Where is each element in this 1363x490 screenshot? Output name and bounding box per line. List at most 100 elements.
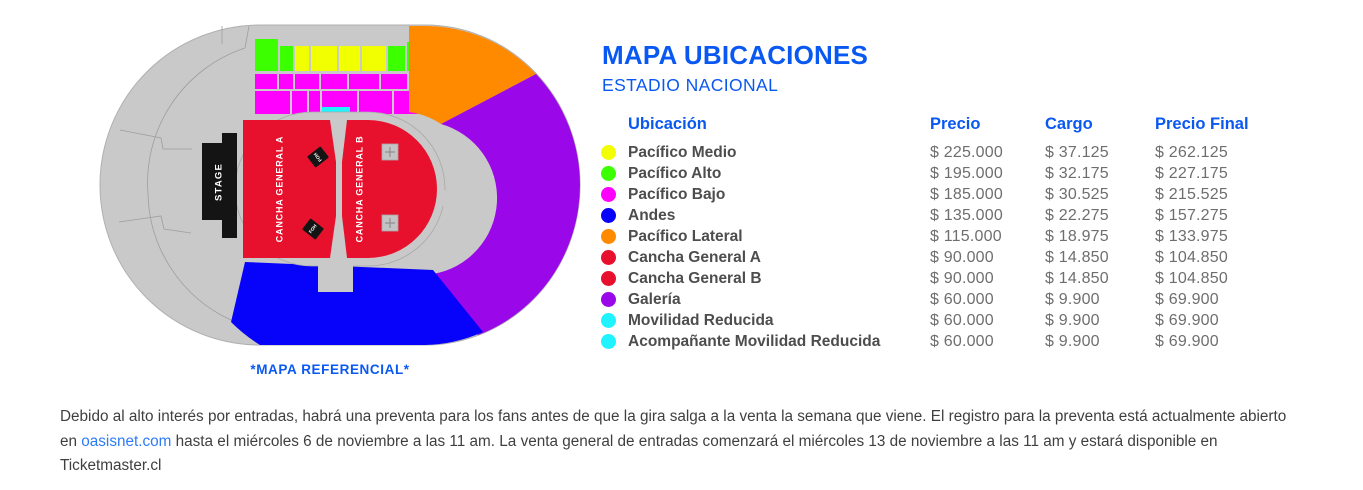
row-location: Pacífico Medio: [600, 144, 930, 162]
row-cargo: $ 22.275: [1045, 206, 1109, 224]
row-location: Acompañante Movilidad Reducida: [600, 333, 930, 351]
table-row: Cancha General A $ 90.000 $ 14.850 $ 104.85…: [600, 247, 1290, 268]
table-row: Movilidad Reducida $ 60.000 $ 9.900 $ 69.90…: [600, 310, 1290, 331]
map-foh-2: FOH: [302, 218, 324, 240]
table-row: Andes $ 135.000 $ 22.275 $ 157.275: [600, 205, 1290, 226]
row-precio-final: $ 157.275: [1155, 206, 1228, 224]
table-row: Pacífico Bajo $ 185.000 $ 30.525 $ 215.525: [600, 184, 1290, 205]
legend-color-dot: [601, 334, 616, 349]
legend-color-dot: [601, 292, 616, 307]
map-section-pacifico-alto-medio: [255, 39, 412, 71]
legend-color-dot: [601, 313, 616, 328]
row-cargo: $ 14.850: [1045, 269, 1109, 287]
row-label: Acompañante Movilidad Reducida: [628, 332, 881, 350]
table-row: Cancha General B $ 90.000 $ 14.850 $ 104.85…: [600, 268, 1290, 289]
row-label: Andes: [628, 206, 676, 224]
row-precio-final: $ 69.900: [1155, 332, 1219, 350]
row-precio: $ 90.000: [930, 269, 994, 287]
row-precio-final: $ 262.125: [1155, 143, 1228, 161]
header-precio: Precio: [930, 114, 981, 133]
map-section-pacifico-bajo: [255, 74, 432, 114]
header-ubicacion: Ubicación: [628, 114, 707, 133]
table-row: Galería $ 60.000 $ 9.900 $ 69.900: [600, 289, 1290, 310]
row-precio-final: $ 69.900: [1155, 290, 1219, 308]
table-row: Pacífico Lateral $ 115.000 $ 18.975 $ 133.9…: [600, 226, 1290, 247]
map-section-pacifico-lateral: [409, 25, 536, 124]
table-row: Pacífico Medio $ 225.000 $ 37.125 $ 262.125: [600, 142, 1290, 163]
row-precio: $ 195.000: [930, 164, 1003, 182]
row-label: Cancha General A: [628, 248, 761, 266]
price-table: Ubicación Precio Cargo Precio Final Pací…: [600, 114, 1290, 352]
oasisnet-link[interactable]: oasisnet.com: [81, 432, 172, 450]
row-cargo: $ 14.850: [1045, 248, 1109, 266]
row-cargo: $ 18.975: [1045, 227, 1109, 245]
map-right-notch: [441, 190, 459, 212]
row-precio-final: $ 104.850: [1155, 269, 1228, 287]
row-location: Pacífico Lateral: [600, 228, 930, 246]
foh-label: FOH: [308, 223, 318, 234]
legend-color-dot: [601, 166, 616, 181]
map-section-andes: [231, 262, 483, 345]
row-cargo: $ 9.900: [1045, 332, 1100, 350]
header-precio-final: Precio Final: [1155, 114, 1249, 133]
row-location: Andes: [600, 207, 930, 225]
stage-label: STAGE: [214, 163, 225, 201]
row-label: Cancha General B: [628, 269, 762, 287]
map-plus-box-2: [381, 214, 399, 232]
map-plus-box-1: [381, 143, 399, 161]
legend-color-dot: [601, 271, 616, 286]
map-foh-1: FOH: [307, 146, 329, 168]
row-precio-final: $ 215.525: [1155, 185, 1228, 203]
table-row: Acompañante Movilidad Reducida $ 60.000 $ …: [600, 331, 1290, 352]
map-section-galeria: [433, 74, 580, 335]
row-label: Movilidad Reducida: [628, 311, 774, 329]
row-location: Cancha General B: [600, 270, 930, 288]
row-precio: $ 90.000: [930, 248, 994, 266]
row-label: Pacífico Lateral: [628, 227, 743, 245]
map-field-corridor: [330, 120, 347, 258]
row-precio: $ 60.000: [930, 332, 994, 350]
row-precio-final: $ 227.175: [1155, 164, 1228, 182]
row-precio: $ 225.000: [930, 143, 1003, 161]
stadium-map-svg: STAGE FOH FOH CANCHA GENERAL A CANCHA GE…: [99, 24, 581, 346]
cancha-b-label: CANCHA GENERAL B: [354, 136, 364, 243]
row-precio: $ 185.000: [930, 185, 1003, 203]
row-label: Pacífico Medio: [628, 143, 737, 161]
row-location: Cancha General A: [600, 249, 930, 267]
row-cargo: $ 9.900: [1045, 311, 1100, 329]
map-stage: STAGE: [202, 133, 237, 238]
row-location: Galería: [600, 291, 930, 309]
row-cargo: $ 9.900: [1045, 290, 1100, 308]
row-precio-final: $ 104.850: [1155, 248, 1228, 266]
row-label: Pacífico Alto: [628, 164, 722, 182]
row-cargo: $ 32.175: [1045, 164, 1109, 182]
page-subtitle: ESTADIO NACIONAL: [602, 75, 779, 95]
row-precio: $ 115.000: [930, 227, 1002, 245]
legend-color-dot: [601, 145, 616, 160]
page-title: MAPA UBICACIONES: [602, 40, 869, 70]
legend-color-dot: [601, 250, 616, 265]
table-row: Pacífico Alto $ 195.000 $ 32.175 $ 227.175: [600, 163, 1290, 184]
row-location: Pacífico Bajo: [600, 186, 930, 204]
legend-color-dot: [601, 187, 616, 202]
row-precio-final: $ 69.900: [1155, 311, 1219, 329]
row-precio: $ 60.000: [930, 311, 994, 329]
footer-text-after: hasta el miércoles 6 de noviembre a las …: [60, 432, 1218, 475]
row-precio: $ 135.000: [930, 206, 1003, 224]
map-stand-dividers: [118, 25, 250, 321]
row-precio-final: $ 133.975: [1155, 227, 1228, 245]
table-body: Pacífico Medio $ 225.000 $ 37.125 $ 262.125…: [600, 142, 1290, 352]
foh-label: FOH: [312, 151, 322, 162]
presale-info-text: Debido al alto interés por entradas, hab…: [60, 405, 1292, 479]
table-header-row: Ubicación Precio Cargo Precio Final: [600, 114, 1290, 134]
legend-color-dot: [601, 208, 616, 223]
map-caption: *MAPA REFERENCIAL*: [250, 362, 410, 377]
map-section-movilidad-reducida: [322, 107, 350, 114]
stadium-map: STAGE FOH FOH CANCHA GENERAL A CANCHA GE…: [95, 12, 585, 360]
row-cargo: $ 30.525: [1045, 185, 1109, 203]
row-cargo: $ 37.125: [1045, 143, 1109, 161]
row-label: Pacífico Bajo: [628, 185, 726, 203]
row-location: Pacífico Alto: [600, 165, 930, 183]
row-precio: $ 60.000: [930, 290, 994, 308]
footer-text-before: Debido al alto interés por entradas, hab…: [60, 408, 1287, 450]
